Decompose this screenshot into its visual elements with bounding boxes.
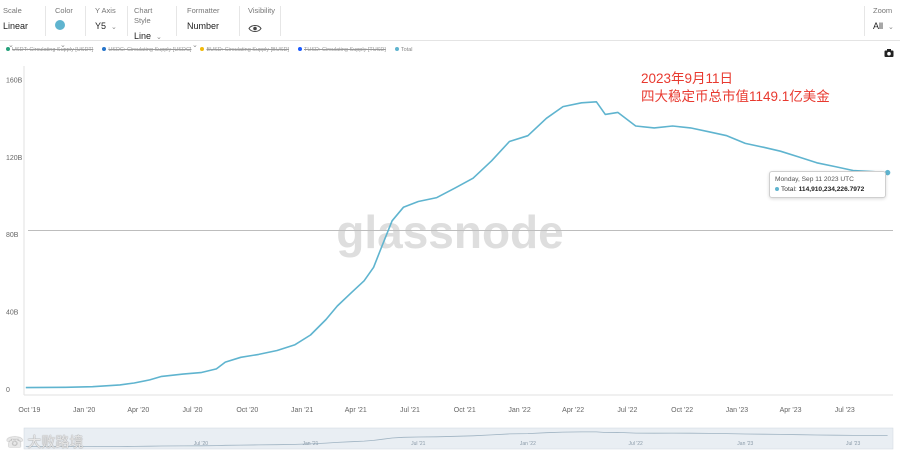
- color-label: Color: [55, 6, 73, 15]
- x-tick-label: Oct '20: [236, 407, 258, 414]
- legend-item[interactable]: USDC: Circulating Supply [USDC]: [102, 47, 191, 53]
- x-tick-label: Oct '22: [671, 407, 693, 414]
- chart-annotation: 2023年9月11日 四大稳定币总市值1149.1亿美金: [641, 70, 830, 106]
- x-tick-label: Jan '21: [291, 407, 313, 414]
- zoom-dropdown[interactable]: Zoom All ⌄: [864, 6, 900, 36]
- x-tick-label: Oct '21: [454, 407, 476, 414]
- x-tick-label: Jan '20: [73, 407, 95, 414]
- legend-item[interactable]: TUSD: Circulating Supply [TUSD]: [297, 47, 386, 53]
- x-tick-label: Jan '22: [508, 407, 530, 414]
- camera-icon[interactable]: [884, 45, 894, 57]
- chevron-down-icon: ⌄: [8, 42, 14, 49]
- formatter-value: Number: [187, 21, 220, 31]
- series-line-total: [25, 101, 888, 389]
- chevron-down-icon: ⌄: [888, 24, 894, 31]
- navigator-label: Jan '21: [303, 441, 319, 447]
- chart-style-dropdown[interactable]: Chart Style Line ⌄: [131, 6, 177, 41]
- x-tick-label: Oct '19: [18, 407, 40, 414]
- legend-dot: [102, 47, 107, 51]
- navigator-label: Jan '22: [520, 441, 536, 447]
- legend-dot: [6, 47, 10, 51]
- legend-item[interactable]: BUSD: Circulating Supply [BUSD]: [200, 47, 289, 53]
- y-tick-label: 40B: [6, 310, 19, 317]
- visibility-label: Visibility: [248, 6, 275, 15]
- legend-item[interactable]: Total: [394, 47, 413, 53]
- chart-toolbar: Scale Linear ⌄ Color ⌄ Y Axis Y5 ⌄ Chart S…: [0, 0, 900, 49]
- legend-dot: [297, 47, 302, 51]
- hover-tooltip: Monday, Sep 11 2023 UTC Total: 114,910,2…: [769, 171, 886, 198]
- x-tick-label: Apr '21: [345, 407, 367, 414]
- x-tick-label: Jan '23: [726, 407, 748, 414]
- chevron-down-icon: ⌄: [111, 24, 117, 31]
- scale-value: Linear: [3, 21, 29, 31]
- legend-label: USDC: Circulating Supply [USDC]: [108, 47, 192, 53]
- annotation-line-1: 2023年9月11日: [641, 71, 734, 86]
- legend-label: Total: [400, 47, 413, 53]
- chevron-down-icon: ⌄: [156, 34, 162, 41]
- chevron-down-icon: ⌄: [60, 42, 66, 49]
- legend-label: TUSD: Circulating Supply [TUSD]: [303, 47, 386, 53]
- navigator-series-line: [25, 431, 888, 448]
- tooltip-series-dot: [775, 187, 779, 191]
- chart-style-label: Chart Style: [134, 6, 153, 25]
- color-swatch: [55, 20, 65, 30]
- x-tick-label: Jul '21: [400, 407, 420, 414]
- chart-style-value: Line: [134, 31, 152, 41]
- corner-watermark: ☎ 大败路境: [6, 432, 83, 452]
- scale-dropdown[interactable]: Scale Linear ⌄: [0, 6, 46, 49]
- color-dropdown[interactable]: Color ⌄: [52, 6, 86, 49]
- y-axis-value: Y5: [95, 21, 107, 31]
- legend-label: BUSD: Circulating Supply [BUSD]: [206, 47, 289, 53]
- y-axis-label: Y Axis: [95, 6, 116, 15]
- navigator-label: Jul '22: [629, 441, 644, 447]
- x-tick-label: Jul '23: [835, 407, 855, 414]
- watermark-logo-icon: ☎: [6, 434, 24, 450]
- watermark-glassnode: glassnode: [336, 206, 564, 258]
- visibility-toggle[interactable]: Visibility: [245, 6, 281, 36]
- x-tick-label: Apr '23: [780, 407, 802, 414]
- y-tick-label: 120B: [6, 155, 23, 162]
- eye-icon: [248, 20, 262, 38]
- y-axis-dropdown[interactable]: Y Axis Y5 ⌄: [92, 6, 128, 36]
- annotation-line-2: 四大稳定币总市值1149.1亿美金: [641, 89, 830, 104]
- tooltip-date: Monday, Sep 11 2023 UTC: [775, 176, 854, 183]
- tooltip-value: 114,910,234,226.7972: [798, 186, 865, 193]
- watermark-corner-text: 大败路境: [27, 434, 84, 450]
- formatter-label: Formatter: [187, 6, 220, 15]
- scale-label: Scale: [3, 6, 22, 15]
- legend-dot: [200, 47, 205, 51]
- chevron-down-icon: ⌄: [192, 42, 198, 49]
- tooltip-label: Total:: [781, 186, 797, 193]
- navigator-label: Jul '23: [846, 441, 861, 447]
- navigator-label: Jul '20: [194, 441, 209, 447]
- navigator-label: Jan '23: [737, 441, 753, 447]
- y-tick-label: 0: [6, 387, 10, 394]
- x-tick-label: Jul '22: [617, 407, 637, 414]
- zoom-label: Zoom: [873, 6, 893, 15]
- legend-item[interactable]: USDT: Circulating Supply [USDT]: [6, 47, 93, 53]
- navigator-label: Jul '21: [411, 441, 426, 447]
- legend-label: USDT: Circulating Supply [USDT]: [12, 47, 94, 53]
- y-tick-label: 160B: [6, 77, 23, 84]
- x-tick-label: Apr '22: [562, 407, 584, 414]
- legend-dot: [394, 47, 399, 51]
- formatter-dropdown[interactable]: Formatter Number ⌄: [184, 6, 240, 49]
- y-tick-label: 80B: [6, 232, 19, 239]
- chart-legend: USDT: Circulating Supply [USDT] USDC: Cir…: [6, 47, 422, 57]
- zoom-value: All: [873, 21, 884, 31]
- x-tick-label: Jul '20: [183, 407, 203, 414]
- x-tick-label: Apr '20: [127, 407, 149, 414]
